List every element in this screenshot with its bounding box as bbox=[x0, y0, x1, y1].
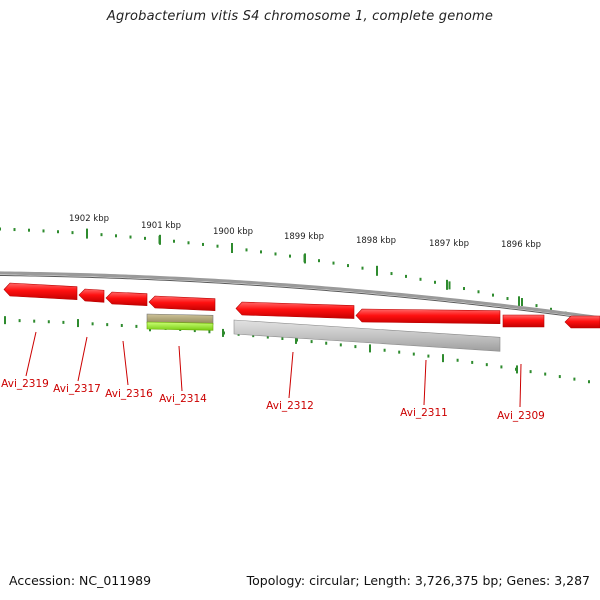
chromosome-backbone bbox=[0, 271, 600, 321]
label-pointer-line bbox=[25, 331, 37, 377]
gene-features bbox=[3, 282, 600, 352]
scale-label: 1900 kbp bbox=[213, 227, 253, 237]
gene-arrow bbox=[78, 288, 105, 303]
scale-label: 1897 kbp bbox=[429, 239, 469, 249]
gene-label-lines bbox=[25, 331, 522, 408]
label-pointer-line bbox=[77, 336, 88, 382]
scale-label: 1899 kbp bbox=[284, 232, 324, 242]
gene-arrow bbox=[564, 315, 600, 329]
scale-label: 1898 kbp bbox=[356, 236, 396, 246]
scale-label: 1902 kbp bbox=[69, 214, 109, 224]
accession-text: Accession: NC_011989 bbox=[9, 573, 152, 588]
scale-ticks-outer bbox=[0, 227, 596, 323]
gene-label[interactable]: Avi_2317 bbox=[53, 383, 101, 395]
scale-label: 1896 kbp bbox=[501, 240, 541, 250]
pseudogene-band bbox=[233, 319, 501, 352]
gene-label[interactable]: Avi_2314 bbox=[159, 393, 207, 405]
gene-label[interactable]: Avi_2316 bbox=[105, 388, 153, 400]
label-pointer-line bbox=[178, 345, 183, 392]
label-pointer-line bbox=[122, 340, 129, 386]
backbone-line bbox=[0, 271, 600, 320]
label-pointer-line bbox=[519, 363, 522, 408]
scale-labels: 1902 kbp 1901 kbp 1900 kbp 1899 kbp 1898 kbp… bbox=[69, 214, 541, 250]
gene-arrow bbox=[355, 308, 501, 325]
gene-arrow bbox=[3, 282, 78, 300]
gene-label[interactable]: Avi_2312 bbox=[266, 400, 314, 412]
scale-label: 1901 kbp bbox=[141, 221, 181, 231]
gene-label[interactable]: Avi_2311 bbox=[400, 407, 448, 419]
label-pointer-line bbox=[423, 359, 427, 406]
gene-arrow bbox=[502, 314, 545, 328]
genome-summary: Topology: circular; Length: 3,726,375 bp… bbox=[246, 573, 590, 588]
gene-arrow bbox=[235, 301, 355, 319]
backbone-shadow bbox=[0, 275, 600, 321]
page-title: Agrobacterium vitis S4 chromosome 1, com… bbox=[106, 9, 494, 24]
gene-arrow bbox=[105, 291, 148, 306]
gene-labels: Avi_2319 Avi_2317 Avi_2316 Avi_2314 Avi_2312… bbox=[1, 378, 545, 422]
gene-label[interactable]: Avi_2319 bbox=[1, 378, 49, 390]
gene-arrow bbox=[148, 295, 216, 311]
label-pointer-line bbox=[288, 351, 294, 399]
gene-label[interactable]: Avi_2309 bbox=[497, 410, 545, 422]
rna-feature bbox=[146, 321, 214, 331]
